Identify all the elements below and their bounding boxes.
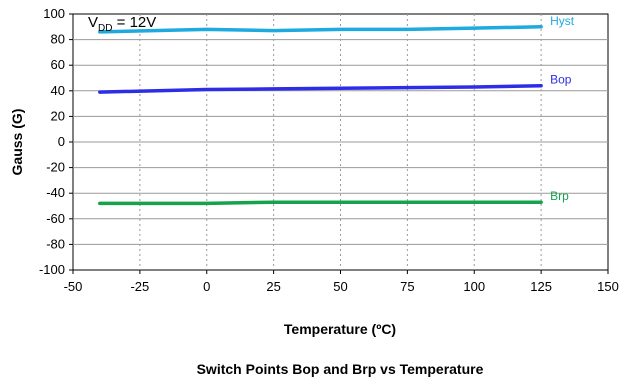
series-label-bop: Bop <box>550 73 572 87</box>
x-tick-label: 75 <box>400 279 414 294</box>
x-tick-label: 50 <box>333 279 347 294</box>
series-line-bop <box>98 83 543 94</box>
y-axis-ticks: -100 -80 -60 -40 -20 0 20 40 60 80 100 <box>39 6 73 277</box>
y-tick-label: -20 <box>46 160 65 175</box>
y-axis-title: Gauss (G) <box>9 109 25 176</box>
y-tick-label: 20 <box>51 108 65 123</box>
x-tick-label: 25 <box>266 279 280 294</box>
x-tick-label: -25 <box>130 279 149 294</box>
series-label-hyst: Hyst <box>550 14 575 28</box>
y-tick-label: 40 <box>51 83 65 98</box>
series-labels: Hyst Bop Brp <box>550 14 575 203</box>
y-tick-label: -60 <box>46 211 65 226</box>
chart-caption: Switch Points Bop and Brp vs Temperature <box>197 361 484 377</box>
y-tick-label: -40 <box>46 185 65 200</box>
y-tick-label: -100 <box>39 262 65 277</box>
y-tick-label: 80 <box>51 32 65 47</box>
x-tick-label: 150 <box>597 279 619 294</box>
series-line-hyst <box>98 25 543 34</box>
x-axis-title: Temperature (ºC) <box>284 321 396 337</box>
x-tick-label: 0 <box>203 279 210 294</box>
x-tick-label: 125 <box>530 279 552 294</box>
series-lines <box>98 25 543 206</box>
x-tick-label: 100 <box>463 279 485 294</box>
y-tick-label: -80 <box>46 236 65 251</box>
x-axis-ticks: -50 -25 0 25 50 75 100 125 150 <box>64 270 619 294</box>
gridlines <box>73 14 608 270</box>
x-tick-label: -50 <box>64 279 83 294</box>
y-tick-label: 60 <box>51 57 65 72</box>
y-tick-label: 100 <box>43 6 65 21</box>
vdd-annotation: VDD = 12V <box>88 14 156 34</box>
series-label-brp: Brp <box>550 189 569 203</box>
y-tick-label: 0 <box>58 134 65 149</box>
series-line-brp <box>98 200 543 206</box>
